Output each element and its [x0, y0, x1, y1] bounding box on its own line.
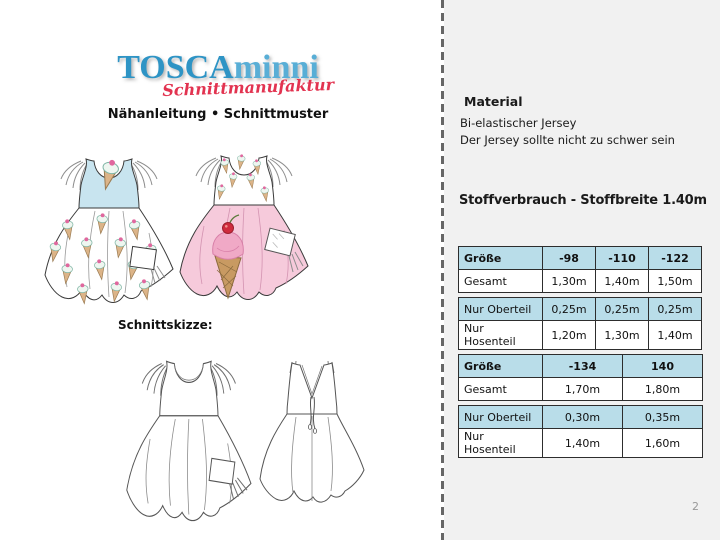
fabric-table-1-bottom: Nur Oberteil 0,25m 0,25m 0,25m Nur Hosen…: [458, 297, 702, 350]
table-cell: Nur Oberteil: [458, 405, 543, 429]
fabric-table-small-sizes: Größe -98 -110 -122 Gesamt 1,30m 1,40m 1…: [458, 246, 702, 350]
shoulder-fringe-left: [141, 363, 170, 397]
table-cell: Gesamt: [458, 269, 543, 293]
sketch-section-label: Schnittskizze:: [118, 318, 213, 332]
pocket-tassel: [150, 265, 166, 284]
brand-title: TOSCAminni: [100, 50, 336, 86]
neckline-binding: [173, 363, 204, 381]
shoulder-fringe-right: [130, 160, 158, 191]
skirt-pocket: [208, 457, 236, 485]
v-neckline-binding: [301, 364, 323, 396]
table-header-cell: -134: [542, 354, 623, 378]
table-cell: 1,80m: [622, 377, 703, 401]
table-cell: 1,40m: [595, 269, 649, 293]
table-cell: Nur Hosenteil: [458, 428, 543, 458]
table-cell: Nur Oberteil: [458, 297, 543, 321]
dress-illustration-colored-front: [44, 157, 174, 305]
material-heading: Material: [464, 94, 523, 109]
material-description: Bi-elastischer Jersey Der Jersey sollte …: [460, 115, 675, 149]
material-line: Bi-elastischer Jersey: [460, 116, 577, 130]
shoulder-fringe-left: [60, 160, 88, 191]
material-line: Der Jersey sollte nicht zu schwer sein: [460, 133, 675, 147]
pocket-tassel: [229, 477, 248, 500]
table-row: Nur Oberteil 0,30m 0,35m: [458, 405, 703, 429]
big-ice-cream-icon: [212, 214, 244, 300]
table-cell: Gesamt: [458, 377, 543, 401]
table-row: Nur Hosenteil 1,40m 1,60m: [458, 428, 703, 458]
dress-illustration-colored-pink: [179, 153, 309, 300]
skirt-pocket: [129, 245, 157, 271]
table-cell: 0,30m: [542, 405, 623, 429]
brand-title-sub: minni: [233, 49, 319, 86]
table-row: Gesamt 1,70m 1,80m: [458, 377, 703, 401]
table-cell: 1,20m: [542, 320, 596, 350]
table-header-row: Größe -134 140: [458, 354, 703, 378]
page-number: 2: [692, 500, 699, 513]
table-header-cell: -98: [542, 246, 596, 270]
table-cell: 1,40m: [648, 320, 702, 350]
fabric-usage-heading: Stoffverbrauch - Stoffbreite 1.40m: [459, 193, 707, 208]
shoulder-fringe-right: [265, 157, 293, 188]
fabric-table-2-top: Größe -134 140 Gesamt 1,70m 1,80m: [458, 354, 703, 401]
skirt-pocket: [264, 227, 296, 257]
table-cell: 0,35m: [622, 405, 703, 429]
table-cell: 0,25m: [595, 297, 649, 321]
table-cell: 1,70m: [542, 377, 623, 401]
shoulder-fringe-right: [207, 363, 236, 397]
table-cell: 1,40m: [542, 428, 623, 458]
dress-sketch-front: [126, 360, 252, 522]
table-cell: 0,25m: [648, 297, 702, 321]
dress-skirt: [179, 204, 309, 300]
table-cell: 1,30m: [542, 269, 596, 293]
table-header-cell: Größe: [458, 246, 543, 270]
dress-skirt: [126, 415, 252, 522]
table-row: Nur Oberteil 0,25m 0,25m 0,25m: [458, 297, 702, 321]
drawstring-end: [313, 428, 318, 434]
skirt-drape-lines: [145, 418, 233, 515]
drawstring-end: [308, 424, 313, 430]
shoulder-fringe-left: [195, 157, 223, 188]
dress-bodice: [159, 360, 219, 417]
table-cell: 0,25m: [542, 297, 596, 321]
brand-logo: TOSCAminni Schnittmanufaktur Nähanleitun…: [100, 50, 336, 123]
table-cell: 1,50m: [648, 269, 702, 293]
skirt-drape-lines: [291, 416, 333, 501]
dashed-divider: [441, 0, 444, 540]
drawstring-ties: [309, 396, 316, 430]
fabric-table-1-top: Größe -98 -110 -122 Gesamt 1,30m 1,40m 1…: [458, 246, 702, 293]
table-row: Nur Hosenteil 1,20m 1,30m 1,40m: [458, 320, 702, 350]
table-cell: Nur Hosenteil: [458, 320, 543, 350]
table-header-cell: Größe: [458, 354, 543, 378]
dress-skirt: [44, 207, 174, 303]
fabric-table-large-sizes: Größe -134 140 Gesamt 1,70m 1,80m Nur Ob…: [458, 354, 703, 458]
table-cell: 1,60m: [622, 428, 703, 458]
table-header-row: Größe -98 -110 -122: [458, 246, 702, 270]
table-cell: 1,30m: [595, 320, 649, 350]
table-header-cell: -122: [648, 246, 702, 270]
table-header-cell: -110: [595, 246, 649, 270]
brand-title-main: TOSCA: [117, 49, 234, 86]
table-header-cell: 140: [622, 354, 703, 378]
document-tagline: Nähanleitung • Schnittmuster: [107, 107, 329, 122]
dress-bodice-back: [286, 362, 338, 415]
dress-sketch-back: [259, 360, 365, 503]
fabric-table-2-bottom: Nur Oberteil 0,30m 0,35m Nur Hosenteil 1…: [458, 405, 703, 458]
pocket-tassel: [288, 251, 304, 273]
table-row: Gesamt 1,30m 1,40m 1,50m: [458, 269, 702, 293]
